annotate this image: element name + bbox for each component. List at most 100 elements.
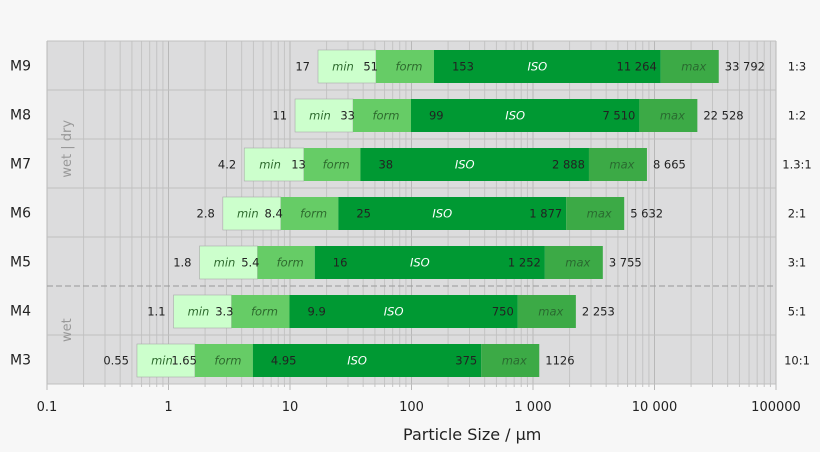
- segment-label: max: [587, 207, 612, 221]
- value-label: 2.8: [197, 207, 215, 221]
- segment-label: min: [151, 354, 173, 368]
- value-label: 7 510: [602, 109, 635, 123]
- value-label: 1 252: [508, 256, 541, 270]
- segment-label: min: [237, 207, 259, 221]
- segment-label: form: [251, 305, 278, 319]
- row-label: M9: [10, 59, 31, 75]
- segment-label: form: [214, 354, 241, 368]
- bar-segment-min: [294, 98, 354, 133]
- ratio-label: 1.3:1: [782, 158, 811, 172]
- x-tick-label: 100: [399, 400, 424, 415]
- value-label: 33 792: [725, 60, 765, 74]
- row-label: M8: [10, 108, 31, 124]
- value-label: 1.8: [173, 256, 191, 270]
- bar-segment-max: [660, 50, 719, 83]
- value-label: 2 888: [552, 158, 585, 172]
- x-tick-label: 1 000: [514, 400, 551, 415]
- value-label: 375: [455, 354, 477, 368]
- bar-segment-min: [199, 245, 258, 280]
- value-label: 3.3: [215, 305, 233, 319]
- segment-label: min: [214, 256, 236, 270]
- x-axis-label: Particle Size / µm: [403, 425, 541, 444]
- segment-label: min: [188, 305, 210, 319]
- value-label: 153: [452, 60, 474, 74]
- x-tick-label: 10 000: [632, 400, 678, 415]
- value-label: 11: [272, 109, 287, 123]
- value-label: 22 528: [703, 109, 743, 123]
- bar-segment-max: [639, 99, 698, 132]
- ratio-label: 10:1: [784, 354, 810, 368]
- segment-label: min: [332, 60, 354, 74]
- bar-segment-form: [194, 344, 253, 377]
- segment-label: ISO: [527, 60, 547, 74]
- bar-segment-max: [544, 246, 603, 279]
- value-label: 9.9: [307, 305, 325, 319]
- segment-label: max: [609, 158, 634, 172]
- segment-label: form: [372, 109, 399, 123]
- value-label: 1.1: [147, 305, 165, 319]
- value-label: 8 665: [653, 158, 686, 172]
- value-label: 33: [340, 109, 355, 123]
- x-tick-label: 100000: [751, 400, 801, 415]
- bar-segment-iso: [433, 50, 661, 83]
- x-tick-label: 1: [164, 400, 172, 415]
- value-label: 1 877: [529, 207, 562, 221]
- segment-label: ISO: [410, 256, 430, 270]
- value-label: 1126: [545, 354, 574, 368]
- segment-label: max: [502, 354, 527, 368]
- value-label: 5 632: [630, 207, 663, 221]
- bar-segment-form: [257, 246, 315, 279]
- row-label: M5: [10, 255, 31, 271]
- bar-segment-form: [231, 295, 290, 328]
- value-label: 1.65: [171, 354, 197, 368]
- segment-label: max: [565, 256, 590, 270]
- bar-segment-form: [280, 197, 339, 230]
- group-label-wet: wet: [60, 318, 75, 342]
- x-tick-label: 10: [282, 400, 299, 415]
- segment-label: ISO: [432, 207, 452, 221]
- row-label: M3: [10, 353, 31, 369]
- bar-segment-iso: [360, 148, 589, 181]
- group-label-dry: wet | dry: [60, 120, 75, 178]
- bar-segment-iso: [252, 344, 482, 377]
- bar-segment-max: [517, 295, 576, 328]
- segment-label: ISO: [347, 354, 367, 368]
- value-label: 8.4: [265, 207, 283, 221]
- bar-segment-form: [375, 50, 434, 83]
- value-label: 51: [363, 60, 378, 74]
- segment-label: form: [277, 256, 304, 270]
- bar-segment-iso: [289, 295, 518, 328]
- segment-label: min: [259, 158, 281, 172]
- value-label: 3 755: [609, 256, 642, 270]
- segment-label: form: [323, 158, 350, 172]
- bar-segment-max: [481, 344, 540, 377]
- value-label: 38: [378, 158, 393, 172]
- value-label: 4.95: [271, 354, 297, 368]
- segment-label: form: [395, 60, 422, 74]
- segment-label: max: [538, 305, 563, 319]
- row-label: M4: [10, 304, 31, 320]
- segment-label: min: [309, 109, 331, 123]
- value-label: 17: [295, 60, 310, 74]
- bar-segment-form: [303, 148, 361, 181]
- ratio-label: 1:2: [788, 109, 807, 123]
- value-label: 11 264: [617, 60, 657, 74]
- bar-segment-max: [566, 197, 625, 230]
- value-label: 13: [291, 158, 306, 172]
- bar-segment-min: [317, 49, 377, 84]
- ratio-label: 2:1: [788, 207, 807, 221]
- bar-segment-iso: [314, 246, 545, 279]
- row-label: M6: [10, 206, 31, 222]
- value-label: 0.55: [103, 354, 129, 368]
- segment-label: ISO: [455, 158, 475, 172]
- value-label: 750: [492, 305, 514, 319]
- ratio-label: 5:1: [788, 305, 807, 319]
- segment-label: ISO: [505, 109, 525, 123]
- ratio-label: 1:3: [788, 60, 807, 74]
- value-label: 99: [429, 109, 444, 123]
- bar-segment-form: [352, 99, 411, 132]
- ratio-label: 3:1: [788, 256, 807, 270]
- value-label: 2 253: [582, 305, 615, 319]
- bar-segment-min: [173, 294, 232, 329]
